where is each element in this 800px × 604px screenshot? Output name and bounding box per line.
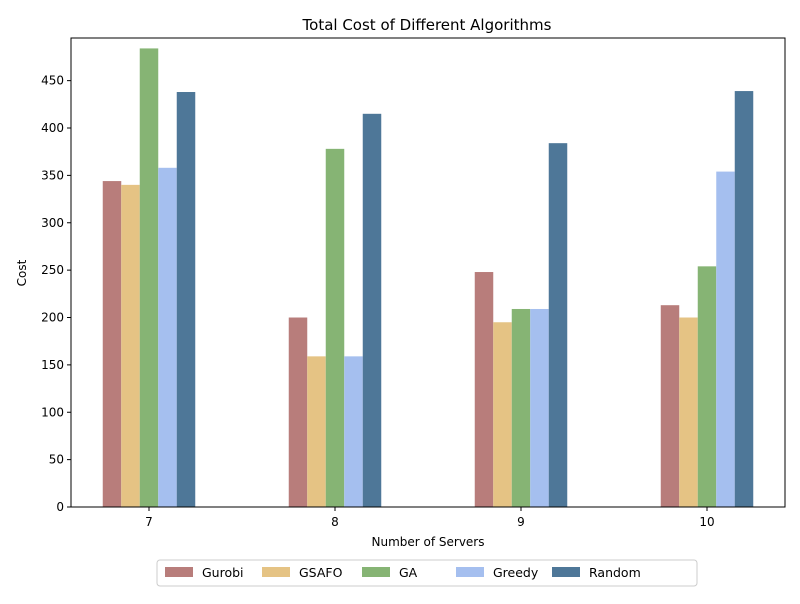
y-tick-label: 150	[41, 358, 64, 372]
bar-ga-8	[325, 148, 345, 507]
bar-ga-7	[139, 48, 159, 508]
legend-label-greedy: Greedy	[493, 565, 539, 580]
bar-ga-10	[697, 266, 717, 507]
bar-random-7	[176, 92, 196, 507]
y-tick-label: 200	[41, 311, 64, 325]
y-tick-label: 0	[56, 500, 64, 514]
y-axis: 0 50 100 150 200 250 300 350 400 450	[41, 74, 71, 514]
legend-label-gsafo: GSAFO	[299, 565, 343, 580]
bar-greedy-10	[716, 171, 735, 507]
x-tick-label: 8	[331, 515, 339, 529]
bar-gsafo-8	[307, 356, 326, 507]
bar-random-8	[362, 113, 382, 508]
x-axis: 7 8 9 10	[145, 507, 715, 529]
y-tick-label: 250	[41, 263, 64, 277]
legend: Gurobi GSAFO GA Greedy Random	[156, 559, 698, 587]
x-tick-label: 9	[517, 515, 525, 529]
legend-swatch-random	[552, 567, 580, 577]
bars-group	[102, 48, 754, 508]
bar-greedy-9	[530, 308, 549, 507]
legend-swatch-ga	[362, 567, 390, 577]
bar-gsafo-9	[493, 322, 512, 507]
legend-swatch-gurobi	[165, 567, 193, 577]
bar-gurobi-9	[474, 272, 494, 507]
bar-gsafo-7	[121, 184, 140, 508]
y-tick-label: 450	[41, 74, 64, 88]
bar-random-10	[734, 91, 754, 507]
legend-label-ga: GA	[399, 565, 418, 580]
bar-gurobi-10	[660, 305, 680, 507]
legend-swatch-gsafo	[262, 567, 290, 577]
legend-label-random: Random	[589, 565, 641, 580]
x-axis-label: Number of Servers	[371, 535, 484, 549]
x-tick-label: 7	[145, 515, 153, 529]
bar-gurobi-7	[102, 181, 122, 507]
y-tick-label: 400	[41, 121, 64, 135]
legend-frame	[156, 559, 698, 587]
legend-label-gurobi: Gurobi	[202, 565, 244, 580]
legend-swatch-greedy	[456, 567, 484, 577]
bar-gsafo-10	[679, 317, 698, 507]
bar-greedy-8	[344, 356, 363, 507]
plot-frame	[70, 37, 786, 508]
bar-random-9	[548, 143, 568, 508]
y-tick-label: 100	[41, 405, 64, 419]
y-tick-label: 50	[49, 453, 64, 467]
x-tick-label: 10	[699, 515, 714, 529]
y-axis-label: Cost	[15, 259, 29, 286]
bar-greedy-7	[158, 167, 177, 508]
y-tick-label: 300	[41, 216, 64, 230]
bar-gurobi-8	[288, 317, 308, 507]
bar-ga-9	[511, 308, 531, 507]
y-tick-label: 350	[41, 168, 64, 182]
chart-title: Total Cost of Different Algorithms	[302, 16, 552, 34]
